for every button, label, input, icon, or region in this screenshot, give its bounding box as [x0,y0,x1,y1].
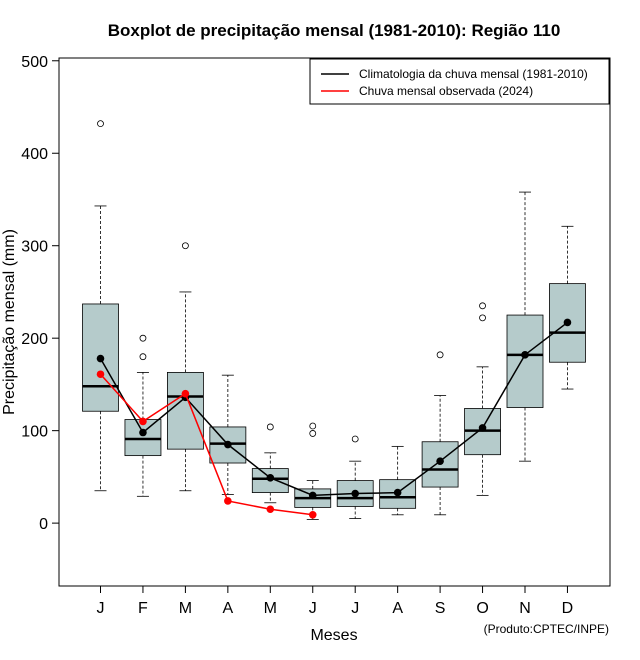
series-point [139,417,147,426]
legend: Climatologia da chuva mensal (1981-2010)… [309,58,610,105]
series-point [308,510,317,519]
series-lines [96,318,572,519]
boxplot-5 [251,423,289,504]
series-point [181,389,190,398]
series-point [563,318,572,327]
boxplot-8 [379,445,417,516]
boxplot-3 [166,242,204,492]
series-point [266,474,275,482]
y-tick-label: 300 [21,239,48,256]
series-point [308,491,317,500]
boxplot-6 [294,422,332,520]
series-point [96,354,105,363]
series-point [478,424,487,432]
series-point [224,497,232,505]
boxplot-1 [82,120,119,492]
box [506,314,544,408]
x-tick-label: A [392,600,403,617]
boxes [82,120,586,520]
outlier-point [479,302,486,310]
outlier-point [97,120,104,128]
x-tick-label: A [223,600,234,617]
outlier-point [309,430,317,437]
y-tick-label: 500 [21,54,48,71]
outlier-point [351,435,359,443]
series-point [224,440,232,449]
chart-title: Boxplot de precipitação mensal (1981-201… [108,21,561,40]
y-axis-label: Precipitação mensal (mm) [1,229,18,415]
y-tick-label: 200 [21,331,48,348]
legend-label-climatology: Climatologia da chuva mensal (1981-2010) [359,67,588,81]
x-tick-label: J [351,600,359,617]
y-tick-label: 0 [39,516,48,533]
legend-label-observed: Chuva mensal observada (2024) [359,84,533,98]
y-tick-label: 400 [21,146,48,163]
outlier-point [309,422,317,430]
observed-series [96,370,317,519]
x-tick-label: D [562,600,574,617]
y-axis: 0 100 200 300 400 500 [21,54,60,533]
x-tick-label: N [519,600,531,617]
x-tick-label: O [476,600,488,617]
outlier-point [479,314,486,322]
boxplot-12 [549,225,586,390]
outlier-point [436,351,444,359]
series-point [351,489,360,498]
series-line [99,321,568,497]
product-credit: (Produto:CPTEC/INPE) [484,622,609,636]
outlier-point [139,334,147,342]
legend-frame [309,58,610,105]
boxplot-11 [506,191,544,462]
x-axis-label: Meses [310,627,357,644]
series-line [99,373,313,516]
series-point [521,351,529,359]
series-point [96,370,105,379]
series-point [266,505,275,514]
boxplot-9 [421,351,459,516]
boxplot-10 [464,302,501,496]
y-tick-label: 100 [21,424,48,441]
outlier-point [181,242,189,250]
series-point [139,428,147,437]
x-tick-label: J [309,600,317,617]
x-tick-label: S [435,600,446,617]
x-tick-label: J [97,600,105,617]
outlier-point [266,423,274,431]
boxplot-4 [209,374,247,495]
x-tick-label: F [138,600,148,617]
x-tick-label: M [264,600,277,617]
series-point [436,457,444,465]
boxplot-7 [336,435,374,519]
outlier-point [139,353,147,361]
series-point [393,488,402,497]
boxplot-2 [124,334,162,497]
x-tick-label: M [179,600,192,617]
